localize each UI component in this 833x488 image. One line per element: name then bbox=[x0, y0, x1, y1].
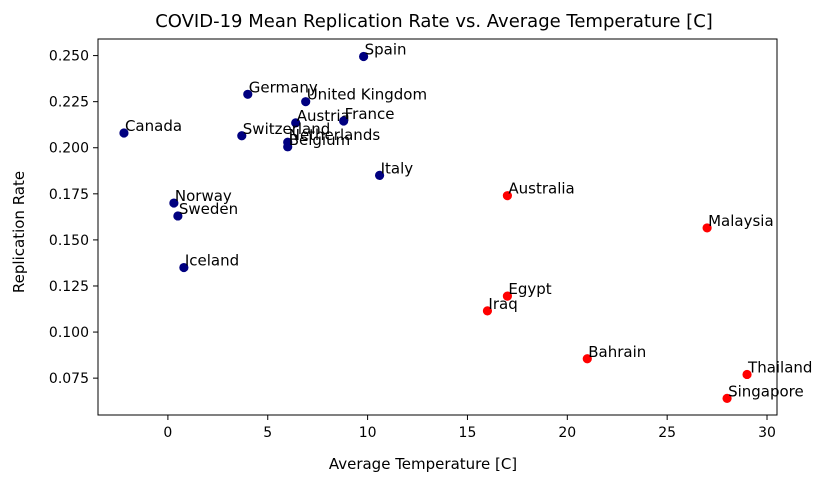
point-label-netherlands: Netherlands bbox=[289, 126, 381, 144]
point-label-bahrain: Bahrain bbox=[588, 343, 646, 361]
point-label-sweden: Sweden bbox=[179, 200, 238, 218]
data-point-malaysia bbox=[702, 223, 712, 233]
axes: 0 5 10 15 20 25 30 0.075 0.100 0.125 0.150 0.175 0.2… bbox=[49, 38, 778, 441]
x-tick-label: 5 bbox=[263, 425, 272, 441]
data-point-australia bbox=[502, 191, 512, 201]
point-label-canada: Canada bbox=[125, 117, 182, 135]
chart-title: COVID-19 Mean Replication Rate vs. Avera… bbox=[155, 11, 713, 32]
data-point-france bbox=[339, 116, 349, 126]
x-tick-label: 10 bbox=[359, 425, 377, 441]
point-label-iceland: Iceland bbox=[185, 252, 239, 270]
point-label-france: France bbox=[345, 105, 395, 123]
point-label-belgium: Belgium bbox=[289, 131, 351, 149]
data-point-bahrain bbox=[582, 354, 592, 364]
data-point-thailand bbox=[742, 369, 752, 380]
data-point-iceland bbox=[179, 262, 189, 273]
data-point-belgium bbox=[283, 142, 293, 152]
point-label-singapore: Singapore bbox=[728, 382, 804, 400]
data-point-egypt bbox=[502, 291, 512, 301]
point-label-switzerland: Switzerland bbox=[243, 120, 331, 138]
data-point-germany bbox=[243, 89, 253, 99]
data-point-singapore bbox=[722, 393, 732, 404]
point-label-australia: Australia bbox=[508, 180, 574, 198]
x-axis-label: Average Temperature [C] bbox=[329, 455, 517, 473]
title-layer: COVID-19 Mean Replication Rate vs. Avera… bbox=[155, 11, 713, 32]
plot-frame bbox=[97, 38, 778, 416]
data-point-spain bbox=[359, 51, 369, 62]
y-axis-label: Replication Rate bbox=[10, 171, 28, 293]
point-label-norway: Norway bbox=[175, 187, 232, 205]
x-tick-label: 20 bbox=[558, 425, 576, 441]
data-point-united-kingdom bbox=[301, 97, 311, 107]
point-label-italy: Italy bbox=[381, 159, 414, 177]
x-tick-label: 15 bbox=[459, 425, 477, 441]
data-point-italy bbox=[374, 170, 385, 180]
y-tick-label: 0.075 bbox=[49, 371, 89, 387]
y-tick-label: 0.250 bbox=[49, 49, 89, 65]
y-tick-label: 0.100 bbox=[49, 325, 89, 341]
point-label-united-kingdom: United Kingdom bbox=[307, 86, 427, 104]
y-tick-label: 0.125 bbox=[49, 279, 89, 295]
data-point-switzerland bbox=[237, 131, 247, 141]
data-point-canada bbox=[119, 128, 129, 138]
x-tick-label: 30 bbox=[758, 425, 776, 441]
y-tick-label: 0.150 bbox=[49, 233, 89, 249]
y-tick-label: 0.200 bbox=[49, 141, 89, 157]
point-label-iraq: Iraq bbox=[488, 295, 517, 313]
point-label-thailand: Thailand bbox=[747, 358, 812, 376]
y-tick-label: 0.225 bbox=[49, 95, 89, 111]
point-label-spain: Spain bbox=[365, 41, 407, 59]
y-tick-label: 0.175 bbox=[49, 187, 89, 203]
x-tick-label: 0 bbox=[163, 425, 172, 441]
data-point-sweden bbox=[173, 211, 183, 221]
point-label-austria: Austria bbox=[297, 107, 350, 125]
axis-labels: Average Temperature [C] Replication Rate bbox=[10, 171, 517, 473]
data-point-austria bbox=[291, 118, 301, 128]
point-label-germany: Germany bbox=[249, 78, 318, 96]
point-label-malaysia: Malaysia bbox=[708, 212, 774, 230]
x-tick-label: 25 bbox=[658, 425, 676, 441]
data-point-iraq bbox=[482, 306, 493, 316]
data-point-norway bbox=[169, 198, 179, 208]
point-label-egypt: Egypt bbox=[508, 280, 551, 298]
